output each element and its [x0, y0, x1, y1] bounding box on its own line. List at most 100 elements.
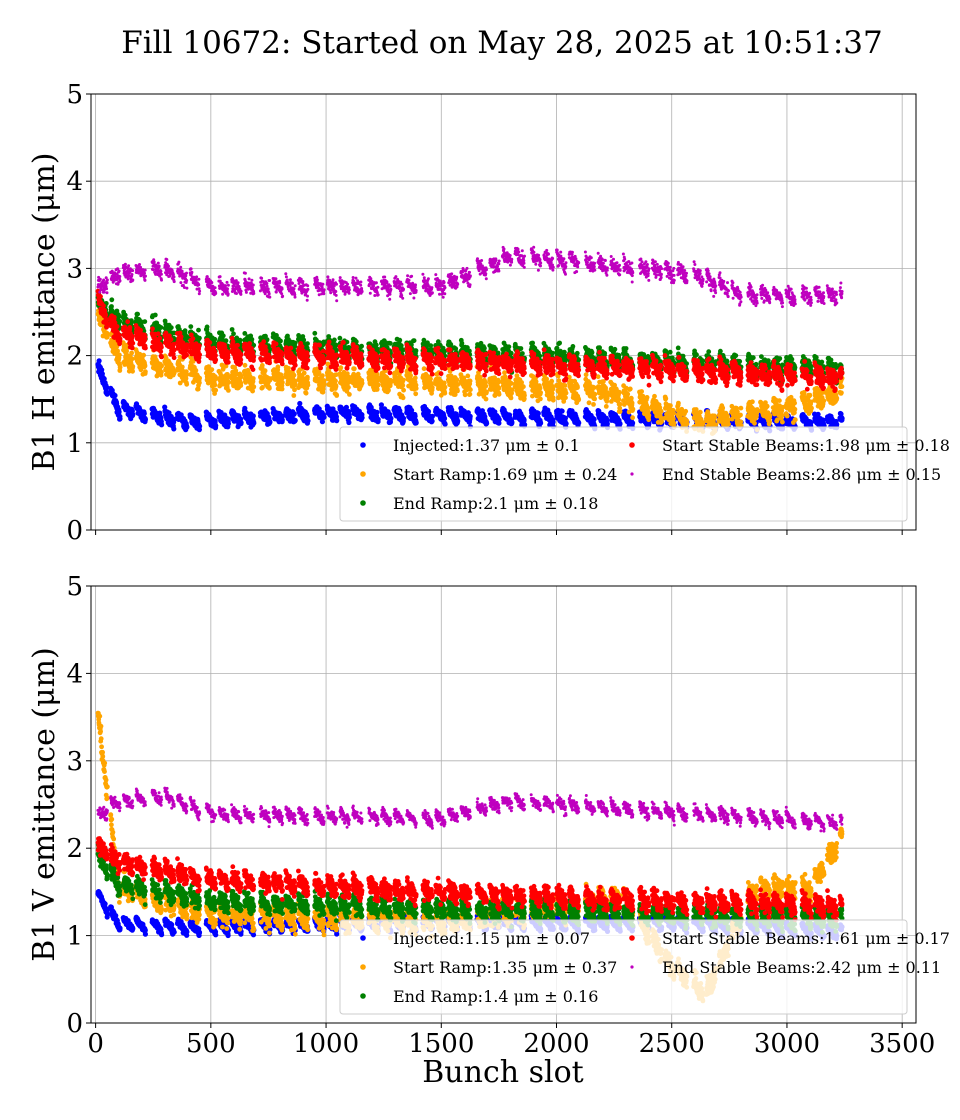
data-point	[834, 421, 840, 428]
data-point	[538, 420, 544, 426]
data-point	[821, 398, 827, 404]
data-point	[617, 409, 623, 414]
data-point	[259, 363, 265, 368]
data-point	[563, 390, 569, 396]
data-point	[213, 387, 219, 393]
data-point	[375, 416, 381, 422]
data-point	[455, 418, 461, 424]
data-point	[333, 384, 339, 389]
data-point	[346, 414, 352, 420]
data-point	[576, 397, 582, 403]
data-point	[535, 410, 541, 416]
data-point	[197, 423, 203, 429]
data-point	[251, 384, 257, 390]
data-point	[152, 312, 158, 318]
data-point	[559, 408, 565, 414]
data-point	[617, 401, 623, 407]
data-point	[141, 352, 147, 358]
data-point	[537, 385, 543, 391]
data-point	[159, 422, 165, 428]
data-point	[374, 409, 380, 415]
data-point	[502, 370, 507, 376]
data-point	[142, 319, 148, 324]
data-point	[238, 420, 244, 426]
data-point	[467, 413, 473, 419]
data-point	[142, 363, 148, 369]
data-point	[117, 416, 123, 422]
data-point	[291, 411, 297, 417]
data-point	[726, 421, 731, 427]
data-point	[467, 378, 473, 384]
data-point	[639, 389, 644, 394]
data-point	[305, 382, 311, 388]
data-point	[305, 374, 310, 380]
data-point	[209, 367, 215, 372]
data-point	[321, 414, 327, 420]
data-point	[671, 410, 676, 416]
data-point	[182, 328, 188, 334]
data-point	[441, 415, 448, 421]
data-point	[303, 390, 309, 396]
data-point	[359, 415, 365, 421]
data-point	[462, 392, 468, 398]
data-point	[400, 377, 406, 383]
data-point	[441, 380, 447, 386]
data-point	[117, 364, 123, 370]
data-point	[196, 327, 201, 333]
data-point	[168, 325, 174, 330]
data-point	[521, 384, 526, 390]
data-point	[603, 385, 608, 391]
data-point	[668, 403, 673, 408]
data-point	[413, 386, 419, 391]
data-point	[509, 419, 515, 425]
data-point	[225, 421, 231, 427]
data-point	[130, 411, 136, 417]
data-point	[780, 419, 785, 425]
data-point	[374, 387, 380, 392]
data-point	[109, 304, 114, 309]
data-point	[455, 388, 460, 394]
figure-title: Fill 10672: Started on May 28, 2025 at 1…	[121, 25, 883, 61]
data-point	[792, 417, 798, 423]
data-point	[162, 404, 168, 410]
data-point	[320, 373, 325, 378]
data-point	[483, 396, 489, 402]
data-point	[483, 383, 489, 389]
data-point	[297, 400, 303, 407]
data-point	[683, 408, 689, 414]
data-point	[117, 352, 122, 358]
data-point	[454, 377, 460, 383]
data-point	[617, 389, 622, 395]
data-point	[292, 417, 298, 423]
data-point	[130, 368, 136, 374]
data-point	[646, 413, 652, 418]
data-point	[629, 400, 635, 406]
data-point	[429, 418, 435, 424]
data-point	[346, 384, 351, 390]
data-point	[550, 397, 556, 403]
data-point	[304, 413, 310, 419]
data-point	[720, 405, 726, 411]
data-point	[143, 369, 148, 375]
data-point	[550, 386, 556, 392]
data-point	[627, 386, 633, 392]
data-point	[549, 378, 555, 384]
data-point	[101, 376, 107, 382]
data-point	[663, 396, 669, 401]
data-point	[413, 420, 419, 426]
data-point	[359, 380, 365, 386]
data-point	[767, 412, 773, 418]
data-point	[193, 368, 199, 373]
data-point	[767, 419, 772, 424]
data-point	[591, 402, 596, 407]
data-point	[563, 395, 568, 401]
data-point	[334, 418, 340, 424]
data-point	[301, 370, 307, 376]
data-point	[135, 311, 141, 317]
data-point	[784, 413, 790, 419]
data-point	[279, 386, 285, 392]
data-point	[171, 426, 177, 432]
data-point	[251, 420, 257, 426]
data-point	[99, 367, 105, 373]
